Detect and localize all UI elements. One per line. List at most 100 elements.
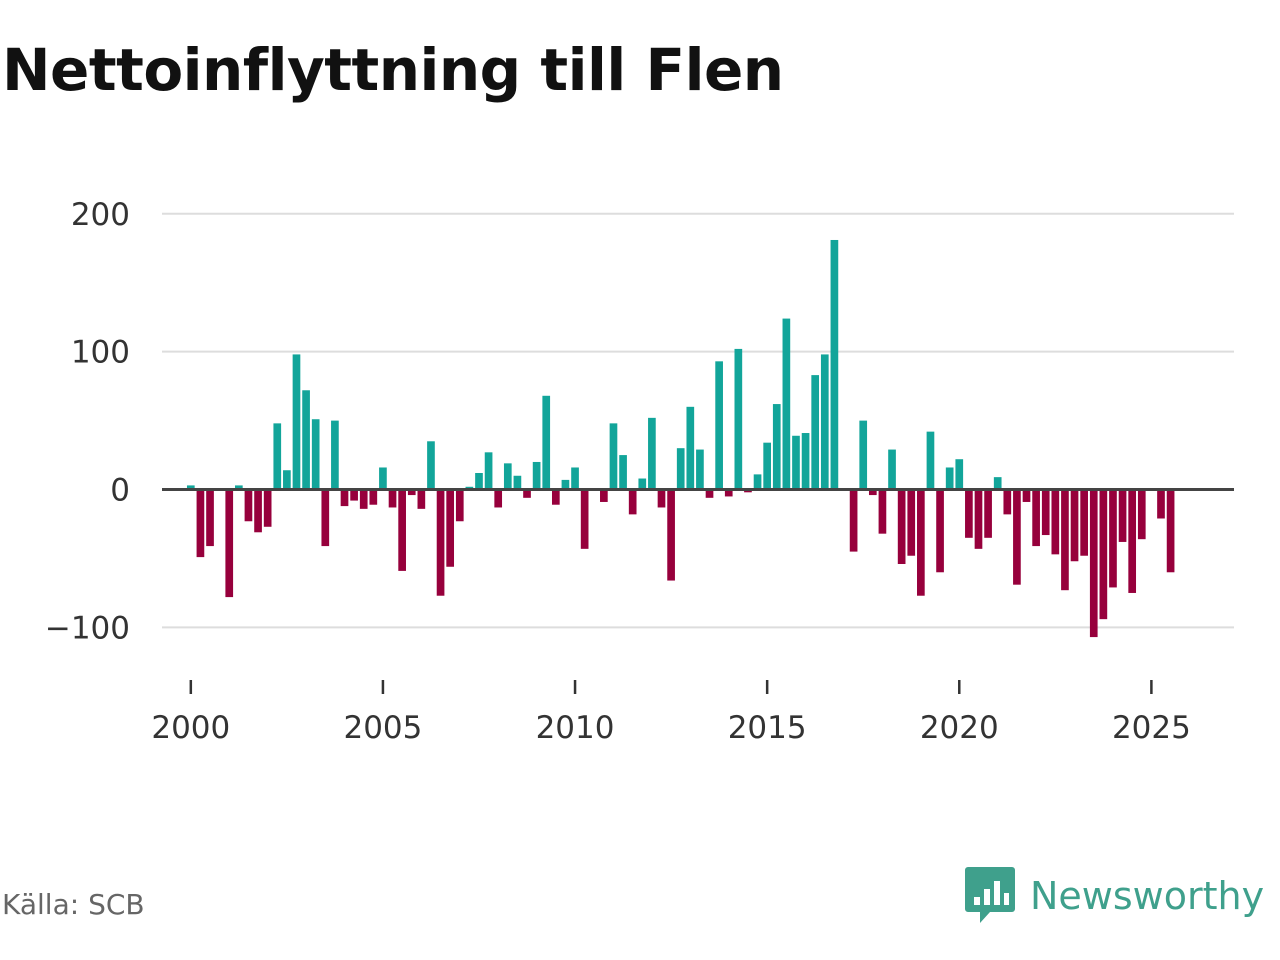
bar (446, 490, 454, 567)
bar (1071, 490, 1079, 562)
gridlines (162, 214, 1234, 628)
bar (927, 432, 935, 490)
bar (389, 490, 397, 508)
bar (1119, 490, 1127, 542)
bar (273, 423, 281, 489)
bar (879, 490, 887, 534)
bar (638, 479, 646, 490)
bar-chart: 200 100 0 −100 2000 2005 2010 2015 2020 2025 (0, 0, 1280, 960)
bar (936, 490, 944, 573)
brand-name: Newsworthy (1030, 874, 1264, 918)
bar (1013, 490, 1021, 585)
bar (686, 407, 694, 490)
newsworthy-brand[interactable]: Newsworthy (964, 864, 1264, 928)
bar (600, 490, 608, 502)
bar (264, 490, 272, 527)
bar (888, 450, 896, 490)
bar (254, 490, 262, 533)
bar (427, 441, 435, 489)
bar (1080, 490, 1088, 556)
bar (677, 448, 685, 489)
bar (360, 490, 368, 509)
bar (754, 474, 762, 489)
bar (302, 390, 310, 489)
bar (437, 490, 445, 596)
bar (955, 459, 963, 489)
bar (658, 490, 666, 508)
bar (1032, 490, 1040, 547)
bar (1042, 490, 1050, 536)
bar (514, 476, 522, 490)
bar (696, 450, 704, 490)
y-tick-label: 100 (71, 335, 130, 371)
bar (994, 477, 1002, 489)
x-tick-label: 2000 (151, 710, 230, 746)
bar (581, 490, 589, 549)
bar (773, 404, 781, 489)
bar (571, 467, 579, 489)
bar (341, 490, 349, 507)
bar (504, 463, 512, 489)
bar (293, 354, 301, 489)
bar (984, 490, 992, 538)
x-tick-label: 2020 (920, 710, 999, 746)
y-tick-label: 200 (71, 197, 130, 233)
bar (350, 490, 358, 501)
bar (1167, 490, 1175, 573)
bar (619, 455, 627, 489)
bar (475, 473, 483, 490)
bar (197, 490, 205, 558)
bar (1109, 490, 1117, 588)
y-tick-label: 0 (110, 473, 130, 509)
bar (312, 419, 320, 489)
newsworthy-logo-icon (964, 865, 1016, 927)
bar (369, 490, 377, 505)
bar (456, 490, 464, 522)
x-tick-label: 2025 (1112, 710, 1191, 746)
bar (946, 467, 954, 489)
bar (965, 490, 973, 538)
bar (610, 423, 618, 489)
bar (418, 490, 426, 509)
bar (225, 490, 233, 598)
bar (1157, 490, 1165, 519)
bar (1023, 490, 1031, 502)
bar (907, 490, 915, 556)
y-tick-label: −100 (45, 610, 130, 646)
bar (648, 418, 656, 490)
bar (792, 436, 800, 490)
bar (398, 490, 406, 571)
bar (485, 452, 493, 489)
bar (667, 490, 675, 581)
bar (494, 490, 502, 508)
bar (821, 354, 829, 489)
bar (1051, 490, 1059, 555)
bar (1003, 490, 1011, 515)
bar (379, 467, 387, 489)
bar (898, 490, 906, 564)
bars (187, 240, 1174, 637)
bar (629, 490, 637, 515)
bar (917, 490, 925, 596)
bar (1090, 490, 1098, 638)
source-label: Källa: SCB (2, 888, 145, 921)
bar (715, 361, 723, 489)
bar (811, 375, 819, 489)
bar (283, 470, 291, 489)
bar (245, 490, 253, 522)
bar (533, 462, 541, 490)
x-tick-label: 2005 (343, 710, 422, 746)
bar (831, 240, 839, 490)
bar (783, 319, 791, 490)
bar (331, 421, 339, 490)
bar (552, 490, 560, 505)
x-tick-label: 2015 (728, 710, 807, 746)
bar (1138, 490, 1146, 540)
x-axis: 2000 2005 2010 2015 2020 2025 (151, 680, 1190, 746)
bar (763, 443, 771, 490)
x-tick-label: 2010 (536, 710, 615, 746)
bar (859, 421, 867, 490)
bar (321, 490, 329, 547)
bar (1100, 490, 1108, 620)
bar (1128, 490, 1136, 593)
